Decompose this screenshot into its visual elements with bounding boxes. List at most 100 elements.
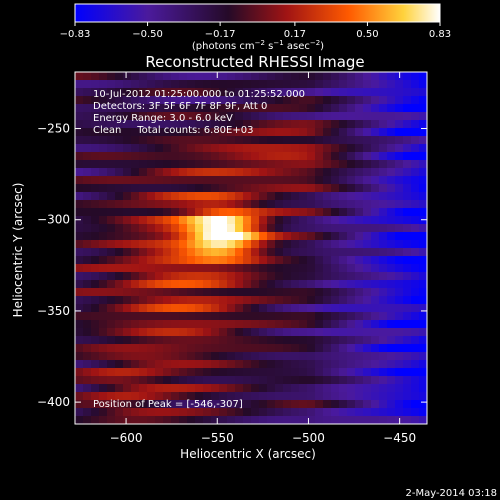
heatmap-cell — [347, 320, 356, 329]
heatmap-cell — [147, 104, 156, 113]
heatmap-cell — [291, 384, 300, 393]
heatmap-cell — [419, 200, 427, 209]
heatmap-cell — [403, 168, 412, 177]
heatmap-cell — [171, 256, 180, 265]
heatmap-cell — [379, 344, 388, 353]
heatmap-cell — [99, 312, 108, 321]
colorbar-tick-label: 0.83 — [429, 29, 451, 40]
heatmap-cell — [251, 88, 260, 97]
heatmap-cell — [83, 408, 92, 417]
heatmap-cell — [227, 416, 236, 424]
heatmap-cell — [163, 144, 172, 153]
heatmap-cell — [99, 208, 108, 217]
heatmap-cell — [115, 368, 124, 377]
heatmap-cell — [323, 400, 332, 409]
heatmap-cell — [275, 352, 284, 361]
heatmap-cell — [291, 376, 300, 385]
heatmap-cell — [203, 416, 212, 424]
heatmap-cell — [275, 416, 284, 424]
heatmap-cell — [347, 416, 356, 424]
heatmap-cell — [267, 368, 276, 377]
heatmap-cell — [155, 312, 164, 321]
heatmap-cell — [155, 304, 164, 313]
heatmap-cell — [195, 304, 204, 313]
heatmap-cell — [387, 240, 396, 249]
heatmap-cell — [83, 224, 92, 233]
heatmap-cell — [267, 328, 276, 337]
heatmap-cell — [275, 168, 284, 177]
heatmap-cell — [387, 72, 396, 81]
heatmap-cell — [147, 360, 156, 369]
heatmap-cell — [379, 208, 388, 217]
heatmap-cell — [411, 240, 420, 249]
heatmap-cell — [91, 88, 100, 97]
heatmap-cell — [387, 192, 396, 201]
heatmap-cell — [211, 256, 220, 265]
heatmap-cell — [251, 112, 260, 121]
heatmap-cell — [155, 176, 164, 185]
heatmap-cell — [123, 360, 132, 369]
heatmap-cell — [339, 88, 348, 97]
heatmap-cell — [147, 144, 156, 153]
heatmap-cell — [227, 208, 236, 217]
heatmap-cell — [131, 168, 140, 177]
heatmap-cell — [419, 88, 427, 97]
heatmap-cell — [139, 152, 148, 161]
heatmap-cell — [235, 192, 244, 201]
heatmap-cell — [251, 328, 260, 337]
heatmap-cell — [371, 368, 380, 377]
heatmap-cell — [163, 352, 172, 361]
heatmap-cell — [251, 144, 260, 153]
heatmap-cell — [203, 368, 212, 377]
heatmap-cell — [331, 328, 340, 337]
heatmap-cell — [275, 312, 284, 321]
heatmap-cell — [235, 288, 244, 297]
heatmap-cell — [315, 392, 324, 401]
heatmap-cell — [187, 328, 196, 337]
heatmap-cell — [187, 216, 196, 225]
heatmap-cell — [307, 360, 316, 369]
heatmap-cell — [251, 360, 260, 369]
heatmap-cell — [283, 368, 292, 377]
heatmap-cell — [147, 376, 156, 385]
heatmap-cell — [403, 336, 412, 345]
heatmap-cell — [123, 128, 132, 137]
heatmap-cell — [363, 368, 372, 377]
heatmap-cell — [347, 152, 356, 161]
heatmap-cell — [179, 256, 188, 265]
heatmap-cell — [403, 152, 412, 161]
heatmap-cell — [107, 224, 116, 233]
heatmap-cell — [91, 272, 100, 281]
heatmap-cell — [171, 416, 180, 424]
heatmap-cell — [219, 88, 228, 97]
heatmap-cell — [419, 256, 427, 265]
heatmap-cell — [195, 80, 204, 89]
heatmap-cell — [291, 336, 300, 345]
heatmap-cell — [307, 152, 316, 161]
heatmap-cell — [419, 208, 427, 217]
heatmap-cell — [227, 336, 236, 345]
heatmap-cell — [283, 384, 292, 393]
heatmap-cell — [355, 376, 364, 385]
heatmap-cell — [395, 312, 404, 321]
heatmap-cell — [283, 304, 292, 313]
heatmap-cell — [395, 320, 404, 329]
heatmap-cell — [115, 304, 124, 313]
heatmap-cell — [339, 128, 348, 137]
heatmap-cell — [347, 280, 356, 289]
heatmap-cell — [267, 360, 276, 369]
heatmap-cell — [179, 160, 188, 169]
heatmap-cell — [83, 136, 92, 145]
heatmap-cell — [275, 376, 284, 385]
heatmap-cell — [371, 104, 380, 113]
heatmap-cell — [315, 248, 324, 257]
heatmap-cell — [163, 184, 172, 193]
heatmap-cell — [283, 128, 292, 137]
heatmap-cell — [411, 168, 420, 177]
heatmap-cell — [171, 128, 180, 137]
heatmap-cell — [123, 112, 132, 121]
heatmap-cell — [387, 80, 396, 89]
heatmap-cell — [75, 304, 84, 313]
heatmap-cell — [99, 152, 108, 161]
